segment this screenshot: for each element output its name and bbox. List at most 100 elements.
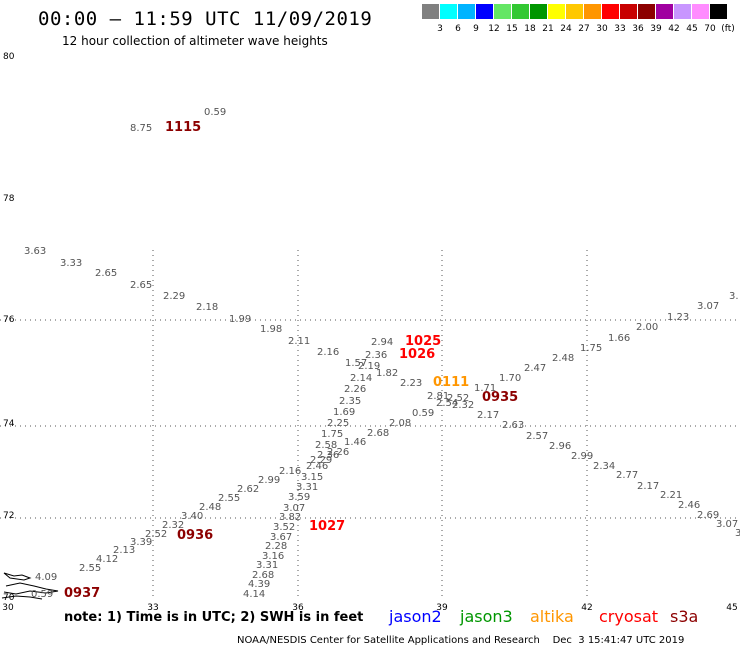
wave-height-label: 2.32 (162, 520, 184, 531)
wave-height-label: 2.00 (636, 322, 658, 333)
y-tick-label: 80 (3, 52, 15, 62)
legend-label: 18 (524, 24, 536, 34)
legend-label: 45 (686, 24, 698, 34)
wave-height-label: 0.59 (31, 589, 53, 600)
wave-height-label: 4.39 (248, 579, 270, 590)
legend-swatch (656, 4, 674, 19)
wave-height-label: 2.55 (218, 493, 240, 504)
legend-swatch (602, 4, 620, 19)
wave-height-label: 1.71 (474, 383, 496, 394)
wave-height-label: 3.82 (279, 512, 301, 523)
wave-height-label: 0.59 (204, 107, 226, 118)
wave-height-label: 1.69 (333, 407, 355, 418)
y-tick-label: 72 (3, 511, 14, 521)
wave-height-label: 2.28 (265, 541, 287, 552)
legend-label: 39 (650, 24, 662, 34)
wave-height-label: 3.07 (697, 301, 719, 312)
legend-label: (ft) (721, 24, 735, 34)
wave-height-label: 1.75 (321, 429, 343, 440)
wave-height-label: 1.82 (376, 368, 398, 379)
legend-swatch (674, 4, 692, 19)
wave-height-label: 8.75 (130, 123, 152, 134)
wave-height-label: 2.17 (477, 410, 499, 421)
wave-height-label: 3.07 (283, 503, 305, 514)
satellite-cryosat: cryosat (599, 607, 659, 626)
wave-height-label: 3.52 (273, 522, 295, 533)
wave-height-label: 1.75 (580, 343, 602, 354)
wave-height-label: 2.36 (317, 450, 339, 461)
y-tick-label: 74 (3, 419, 15, 429)
wave-height-label: 2.17 (637, 481, 659, 492)
legend-swatch (584, 4, 602, 19)
wave-height-label: 1.66 (608, 333, 630, 344)
wave-height-label: 2.35 (339, 396, 361, 407)
wave-height-label: 2.32 (452, 400, 474, 411)
wave-height-label: 2.21 (660, 490, 682, 501)
wave-height-label: 3. (735, 528, 740, 539)
wave-height-label: 3.33 (60, 258, 82, 269)
wave-height-label: 2.34 (593, 461, 615, 472)
legend-swatch (494, 4, 512, 19)
pass-time-label: 1025 (405, 334, 441, 349)
legend-swatch (620, 4, 638, 19)
wave-height-label: 2.62 (237, 484, 259, 495)
wave-height-label: 2.29 (163, 291, 185, 302)
x-tick-label: 39 (436, 603, 448, 613)
wave-height-label: 2.16 (279, 466, 301, 477)
wave-height-label: 3. (729, 291, 739, 302)
wave-height-label: 3.31 (296, 482, 318, 493)
units-note: note: 1) Time is in UTC; 2) SWH is in fe… (64, 610, 364, 625)
wave-height-label: 2.58 (315, 440, 337, 451)
wave-height-label: 2.26 (344, 384, 366, 395)
x-tick-label: 30 (2, 603, 14, 613)
wave-height-label: 2.23 (400, 378, 422, 389)
wave-height-label: 3.39 (130, 537, 152, 548)
legend-swatch (566, 4, 584, 19)
legend-swatch (440, 4, 458, 19)
legend-label: 36 (632, 24, 644, 34)
wave-height-label: 3.16 (262, 551, 284, 562)
legend-label: 70 (704, 24, 716, 34)
legend-label: 9 (473, 24, 479, 34)
legend-swatch (710, 4, 728, 19)
wave-height-label: 2.65 (95, 268, 117, 279)
wave-height-label: 2.99 (258, 475, 280, 486)
wave-height-label: 3.59 (288, 492, 310, 503)
legend-swatch (476, 4, 494, 19)
legend-label: 12 (488, 24, 500, 34)
wave-height-label: 2.52 (145, 529, 167, 540)
wave-height-label: 2.54 (436, 398, 458, 409)
legend-label: 33 (614, 24, 626, 34)
wave-height-label: 2.63 (502, 420, 524, 431)
wave-height-label: 2.52 (447, 393, 469, 404)
legend-label: 6 (455, 24, 461, 34)
wave-height-label: 2.81 (427, 391, 449, 402)
pass-time-label: 1026 (399, 347, 435, 362)
pass-time-label: 0111 (433, 375, 469, 390)
wave-height-label: 2.57 (526, 431, 548, 442)
wave-height-label: 2.48 (199, 502, 221, 513)
x-tick-label: 36 (292, 603, 304, 613)
wave-height-label: 2.96 (549, 441, 571, 452)
wave-height-label: 2.08 (389, 418, 411, 429)
legend-swatch (512, 4, 530, 19)
wave-height-label: 3.07 (716, 519, 738, 530)
pass-time-label: 0935 (482, 390, 518, 405)
wave-height-label: 1.57 (345, 358, 367, 369)
legend-swatch (422, 4, 440, 19)
pass-time-label: 0937 (64, 586, 100, 601)
wave-height-label: 1.98 (260, 324, 282, 335)
wave-height-label: 2.94 (371, 337, 393, 348)
grid-lines (0, 250, 740, 600)
wave-height-label: 2.14 (350, 373, 372, 384)
map-subtitle: 12 hour collection of altimeter wave hei… (62, 34, 328, 48)
legend-label: 15 (506, 24, 518, 34)
y-tick-label: 78 (3, 194, 15, 204)
credit-line: NOAA/NESDIS Center for Satellite Applica… (237, 635, 685, 646)
satellite-jason2: jason2 (389, 607, 442, 626)
coastline (1, 572, 59, 600)
wave-height-label: 2.68 (367, 428, 389, 439)
pass-time-label: 1115 (165, 120, 201, 135)
legend-swatch (548, 4, 566, 19)
